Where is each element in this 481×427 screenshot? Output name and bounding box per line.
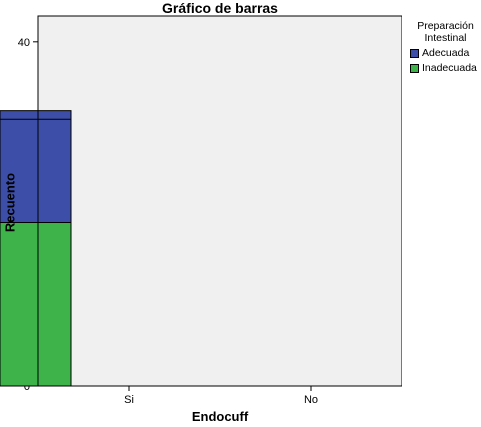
y-axis-label: Recuento	[2, 172, 18, 233]
legend-item-inadecuada: Inadecuada	[410, 62, 481, 74]
legend-swatch-adecuada	[410, 48, 419, 58]
plot-frame	[37, 15, 402, 387]
legend-label: Adecuada	[422, 47, 470, 59]
bar-chart: 010203040SiNo	[0, 15, 402, 406]
legend-swatch-inadecuada	[410, 63, 419, 73]
y-tick-label: 40	[18, 37, 30, 49]
x-tick-label: No	[304, 394, 318, 406]
x-tick-label: Si	[124, 394, 134, 406]
plot-area	[38, 16, 402, 386]
chart-title: Gráfico de barras	[162, 0, 278, 16]
legend: Preparación Intestinal Adecuada Inadecua…	[410, 20, 481, 74]
legend-item-adecuada: Adecuada	[410, 47, 481, 59]
bar-inadecuada-no	[0, 222, 72, 387]
legend-label: Inadecuada	[422, 62, 477, 74]
legend-title: Preparación Intestinal	[417, 20, 474, 44]
y-tick-label: 0	[24, 381, 30, 393]
x-axis-label: Endocuff	[191, 409, 249, 424]
